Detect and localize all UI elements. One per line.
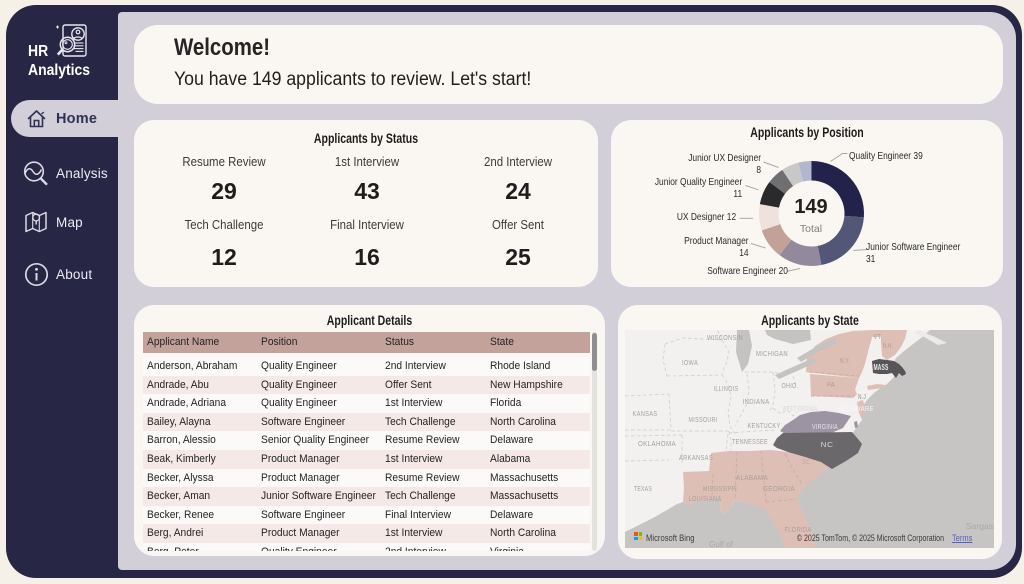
svg-text:VT.: VT. bbox=[874, 332, 883, 341]
svg-text:NC: NC bbox=[821, 440, 834, 449]
svg-text:MICHIGAN: MICHIGAN bbox=[756, 349, 788, 358]
svg-text:IOWA: IOWA bbox=[682, 358, 698, 367]
svg-text:DELAWARE: DELAWARE bbox=[838, 404, 874, 413]
svg-text:Sargasso Sea: Sargasso Sea bbox=[966, 521, 994, 531]
svg-text:KANSAS: KANSAS bbox=[633, 409, 658, 418]
svg-text:ARKANSAS: ARKANSAS bbox=[679, 453, 713, 462]
svg-text:MASS: MASS bbox=[874, 363, 889, 372]
svg-text:Gulf of: Gulf of bbox=[709, 539, 734, 548]
svg-text:MISSOURI: MISSOURI bbox=[689, 415, 718, 424]
svg-text:SC: SC bbox=[802, 457, 810, 466]
svg-text:GEORGIA: GEORGIA bbox=[763, 484, 795, 493]
svg-text:OKLAHOMA: OKLAHOMA bbox=[638, 439, 676, 448]
svg-text:OHIO: OHIO bbox=[782, 381, 797, 390]
svg-text:LOUISIANA: LOUISIANA bbox=[689, 494, 722, 503]
svg-text:WISCONSIN: WISCONSIN bbox=[707, 333, 743, 342]
svg-text:TEXAS: TEXAS bbox=[634, 484, 652, 493]
svg-text:KENTUCKY: KENTUCKY bbox=[748, 421, 781, 430]
svg-text:FLORIDA: FLORIDA bbox=[785, 525, 812, 534]
svg-text:INDIANA: INDIANA bbox=[743, 397, 770, 406]
svg-text:PA: PA bbox=[827, 380, 835, 389]
svg-text:N.J: N.J bbox=[858, 392, 866, 401]
svg-text:MISSISSIPPI: MISSISSIPPI bbox=[703, 484, 737, 493]
svg-text:VIRGINIA: VIRGINIA bbox=[812, 422, 838, 431]
svg-text:ILLINOIS: ILLINOIS bbox=[714, 384, 739, 393]
svg-text:ALABAMA: ALABAMA bbox=[736, 473, 768, 482]
svg-text:TENNESSEE: TENNESSEE bbox=[732, 437, 768, 446]
svg-text:WEST VIRGINIA: WEST VIRGINIA bbox=[783, 404, 818, 413]
svg-text:N.Y.: N.Y. bbox=[840, 356, 850, 365]
svg-text:N.H.: N.H. bbox=[883, 341, 893, 350]
